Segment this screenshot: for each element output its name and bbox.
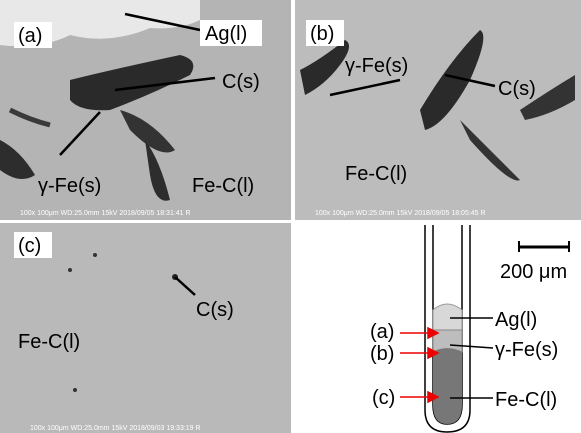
phase-label: γ-Fe(s) — [495, 339, 558, 361]
annotation: Fe-C(l) — [345, 163, 407, 185]
annotation: γ-Fe(s) — [345, 55, 408, 77]
position-label: (c) — [372, 387, 395, 409]
annotation: γ-Fe(s) — [38, 175, 101, 197]
annotation: C(s) — [222, 71, 260, 93]
panel-c: (c) C(s) Fe-C(l) 100x 100μm WD:25.0mm 15… — [0, 223, 291, 433]
sem-footer: 100x 100μm WD:25.0mm 15kV 2018/09/05 18:… — [315, 210, 486, 217]
particle — [73, 388, 77, 392]
annotation: Ag(l) — [205, 23, 247, 45]
panel-b: (b) γ-Fe(s) C(s) Fe-C(l) 100x 100μm WD:2… — [295, 0, 581, 220]
particle — [93, 253, 97, 257]
panel-label: (c) — [18, 235, 41, 257]
phase-label: Fe-C(l) — [495, 389, 557, 411]
annotation: C(s) — [498, 78, 536, 100]
sem-footer: 100x 100μm WD:25.0mm 15kV 2018/09/03 19:… — [30, 425, 201, 432]
position-label: (b) — [370, 343, 394, 365]
crucible-diagram: 200 μm Ag(l) γ-Fe(s) Fe-C(l) (a) (b) (c) — [370, 225, 570, 432]
panel-a: (a) Ag(l) C(s) γ-Fe(s) Fe-C(l) 100x 100μ… — [0, 0, 291, 220]
scale-label: 200 μm — [500, 261, 567, 283]
particle — [68, 268, 72, 272]
panel-label: (b) — [310, 23, 334, 45]
fe-c-layer — [433, 349, 462, 425]
ag-layer — [433, 304, 462, 330]
phase-label: Ag(l) — [495, 309, 537, 331]
sem-footer: 100x 100μm WD:25.0mm 15kV 2018/09/05 18:… — [20, 210, 191, 217]
figure: (a) Ag(l) C(s) γ-Fe(s) Fe-C(l) 100x 100μ… — [0, 0, 581, 433]
annotation: Fe-C(l) — [192, 175, 254, 197]
panel-label: (a) — [18, 25, 42, 47]
position-label: (a) — [370, 321, 394, 343]
annotation: Fe-C(l) — [18, 331, 80, 353]
annotation: C(s) — [196, 299, 234, 321]
